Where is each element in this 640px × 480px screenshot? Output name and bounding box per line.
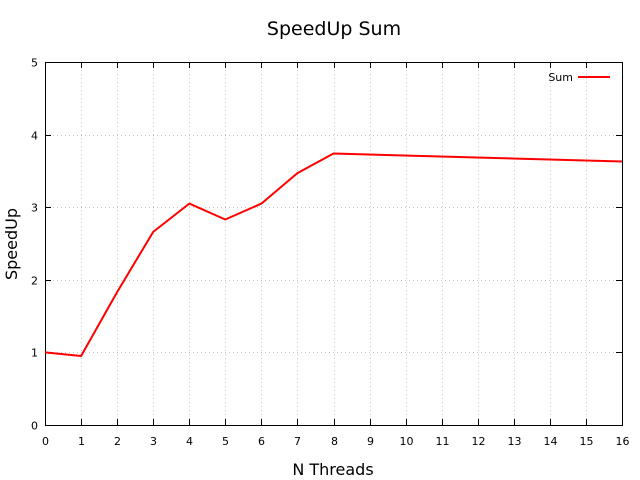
chart-title: SpeedUp Sum [267,18,401,40]
x-tick-label: 11 [436,435,450,448]
series-layer [44,152,623,357]
x-tick-label: 13 [508,435,522,448]
series-line-sum [44,152,623,357]
x-tick-label: 2 [114,435,121,448]
x-tick-label: 8 [331,435,338,448]
x-tick-label: 1 [78,435,85,448]
y-tick-label: 4 [31,130,38,143]
plot-frame [45,62,623,426]
x-tick-label: 6 [258,435,265,448]
x-tick-label: 4 [186,435,193,448]
y-tick-label: 0 [31,420,38,433]
x-tick-label: 3 [150,435,157,448]
x-tick-label: 15 [580,435,594,448]
y-axis-label: SpeedUp [2,208,21,280]
x-axis-label: N Threads [292,460,373,479]
x-tick-label: 10 [400,435,414,448]
grid-layer [45,62,622,425]
y-tick-label: 2 [31,275,38,288]
x-tick-label: 5 [222,435,229,448]
y-tick-label: 5 [31,57,38,70]
x-tick-label: 12 [472,435,486,448]
x-tick-label: 0 [42,435,49,448]
y-tick-label: 1 [31,347,38,360]
legend: Sum [548,71,610,84]
x-tick-label: 9 [367,435,374,448]
y-tick-label: 3 [31,202,38,215]
x-tick-label: 16 [616,435,630,448]
x-tick-label: 14 [544,435,558,448]
legend-label-sum: Sum [548,71,573,84]
x-tick-label: 7 [294,435,301,448]
